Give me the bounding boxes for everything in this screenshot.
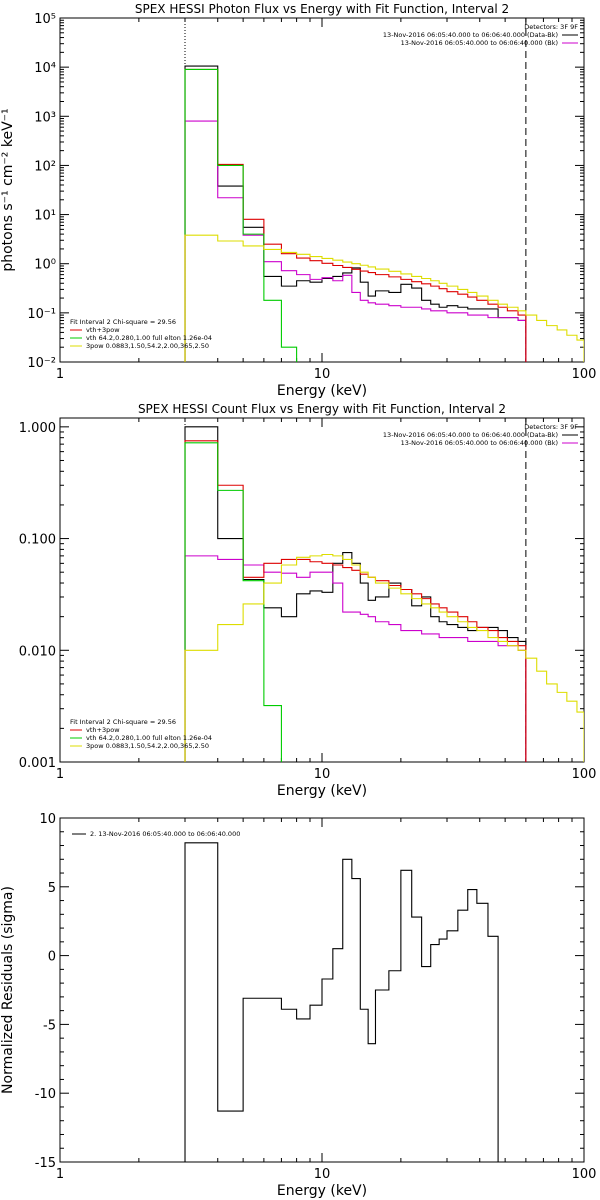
plot-data: [184, 18, 584, 362]
series-3pow-line: [184, 234, 584, 362]
series-vth-line: [184, 442, 282, 762]
y-tick-label: 1.000: [19, 421, 56, 436]
x-tick-label: 1: [56, 767, 64, 782]
y-tick-label: -10: [35, 1087, 56, 1102]
y-tick-label: 10⁴: [34, 61, 56, 76]
series-vth-3pow-line: [184, 440, 527, 762]
x-axis-label: Energy (keV): [277, 1183, 367, 1199]
legend-header: Detectors: 3F 9F: [524, 423, 578, 431]
photon-flux-panel: 1 10 100 10⁻² 10⁻¹ 10⁰ 10¹ 10² 10³ 10⁴ 10⁵ SPEX HES…: [0, 2, 596, 399]
series-bk-line: [184, 555, 527, 762]
series-residuals-line: [184, 842, 499, 1162]
y-tick-label: 0: [48, 950, 56, 965]
series-data-bk-line: [184, 426, 527, 762]
series-3pow-line: [184, 553, 584, 762]
x-tick-label: 100: [572, 1167, 597, 1182]
x-tick-label: 1: [56, 367, 64, 382]
y-tick-label: 10⁻¹: [27, 307, 56, 322]
plot-data: [184, 418, 584, 762]
x-tick-label: 10: [314, 1167, 331, 1182]
series-bk-line: [184, 120, 527, 362]
x-axis-label: Energy (keV): [277, 383, 367, 399]
plot-frame: [59, 417, 585, 763]
fit-legend-label: vth+3pow: [86, 726, 120, 734]
fit-legend-label: vth+3pow: [86, 326, 120, 334]
x-tick-label: 10: [314, 367, 331, 382]
y-tick-label: -5: [43, 1018, 56, 1033]
y-tick-label: 0.001: [19, 756, 56, 771]
y-tick-label: 10²: [34, 159, 56, 174]
y-tick-label: 10⁵: [34, 12, 56, 27]
legend-label: 2. 13-Nov-2016 06:05:40.000 to 06:06:40.…: [90, 830, 240, 838]
legend-label: 13-Nov-2016 06:05:40.000 to 06:06:40.000…: [401, 39, 558, 47]
legend-header: Detectors: 3F 9F: [524, 23, 578, 31]
fit-legend-label: 3pow 0.0883,1.50,54.2,2.00,365,2.50: [86, 742, 209, 750]
y-tick-label: 10⁻²: [27, 356, 56, 371]
legend-label: 13-Nov-2016 06:05:40.000 to 06:06:40.000…: [383, 31, 558, 39]
fit-legend-header: Fit Interval 2 Chi-square = 29.56: [70, 318, 176, 326]
fit-legend-label: vth 64.2,0.280,1.00 full elton 1.26e-04: [86, 734, 212, 742]
fit-legend-label: 3pow 0.0883,1.50,54.2,2.00,365,2.50: [86, 342, 209, 350]
x-tick-label: 10: [314, 767, 331, 782]
count-flux-panel: 1 10 100 0.001 0.010 0.100 1.000 SPEX HESSI Cou…: [19, 402, 597, 799]
x-tick-label: 1: [56, 1167, 64, 1182]
y-tick-label: 10: [39, 812, 56, 827]
legend-label: 13-Nov-2016 06:05:40.000 to 06:06:40.000…: [383, 431, 558, 439]
y-tick-label: 10⁰: [34, 258, 56, 273]
series-vth-line: [184, 68, 298, 362]
chart-title: SPEX HESSI Photon Flux vs Energy with Fi…: [135, 2, 509, 16]
series-vth-3pow-line: [184, 68, 527, 362]
y-axis-label: Normalized Residuals (sigma): [0, 886, 16, 1094]
y-tick-label: 10¹: [34, 209, 56, 224]
y-tick-label: 0.100: [19, 533, 56, 548]
y-axis-label: photons s⁻¹ cm⁻² keV⁻¹: [0, 108, 16, 271]
x-tick-label: 100: [572, 367, 597, 382]
legend-label: 13-Nov-2016 06:05:40.000 to 06:06:40.000…: [401, 439, 558, 447]
y-tick-label: 10³: [34, 110, 56, 125]
chart-title: SPEX HESSI Count Flux vs Energy with Fit…: [138, 402, 506, 416]
y-tick-label: 0.010: [19, 644, 56, 659]
fit-legend-label: vth 64.2,0.280,1.00 full elton 1.26e-04: [86, 334, 212, 342]
fit-legend-header: Fit Interval 2 Chi-square = 29.56: [70, 718, 176, 726]
plot-data: [184, 842, 499, 1162]
x-tick-label: 100: [572, 767, 597, 782]
x-axis-label: Energy (keV): [277, 783, 367, 799]
y-tick-label: -15: [35, 1156, 56, 1171]
series-data-bk-line: [184, 65, 527, 362]
plot-frame: [59, 17, 585, 363]
y-tick-label: 5: [48, 881, 56, 896]
